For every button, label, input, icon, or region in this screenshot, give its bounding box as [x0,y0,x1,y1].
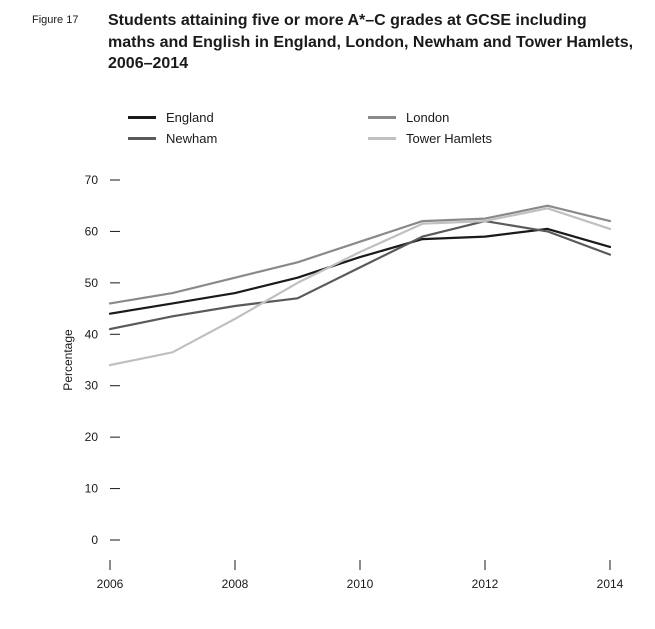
x-tick-label: 2014 [597,577,624,591]
legend-item-tower-hamlets: Tower Hamlets [368,131,528,146]
y-tick-label: 0 [91,533,98,547]
x-tick-label: 2008 [222,577,249,591]
series-tower-hamlets [110,208,610,365]
legend-row: Newham Tower Hamlets [128,131,528,146]
y-tick-label: 30 [85,379,99,393]
legend-label: Newham [166,131,217,146]
y-tick-label: 50 [85,276,99,290]
legend-swatch [368,116,396,119]
legend-swatch [128,137,156,140]
series-newham [110,221,610,329]
y-tick-label: 10 [85,482,99,496]
legend-swatch [368,137,396,140]
legend-label: Tower Hamlets [406,131,492,146]
legend-item-london: London [368,110,528,125]
legend-swatch [128,116,156,119]
line-chart: 0 10 20 30 40 50 60 70 Percentage 2006 2008 2010 201… [60,170,640,610]
x-tick-label: 2012 [472,577,499,591]
y-tick-label: 40 [85,327,99,341]
legend-item-newham: Newham [128,131,288,146]
legend-item-england: England [128,110,288,125]
figure-label: Figure 17 [32,14,78,26]
figure-title: Students attaining five or more A*–C gra… [108,10,638,75]
y-tick-label: 70 [85,173,99,187]
figure-container: Figure 17 Students attaining five or mor… [0,0,655,629]
x-tick-label: 2006 [97,577,124,591]
chart-area: 0 10 20 30 40 50 60 70 Percentage 2006 2008 2010 201… [60,170,640,610]
y-tick-label: 20 [85,430,99,444]
y-axis-label: Percentage [61,329,75,391]
x-tick-label: 2010 [347,577,374,591]
series-london [110,206,610,304]
legend-label: London [406,110,449,125]
legend-row: England London [128,110,528,125]
legend: England London Newham Tower Hamlets [128,110,528,152]
legend-label: England [166,110,214,125]
y-tick-label: 60 [85,224,99,238]
